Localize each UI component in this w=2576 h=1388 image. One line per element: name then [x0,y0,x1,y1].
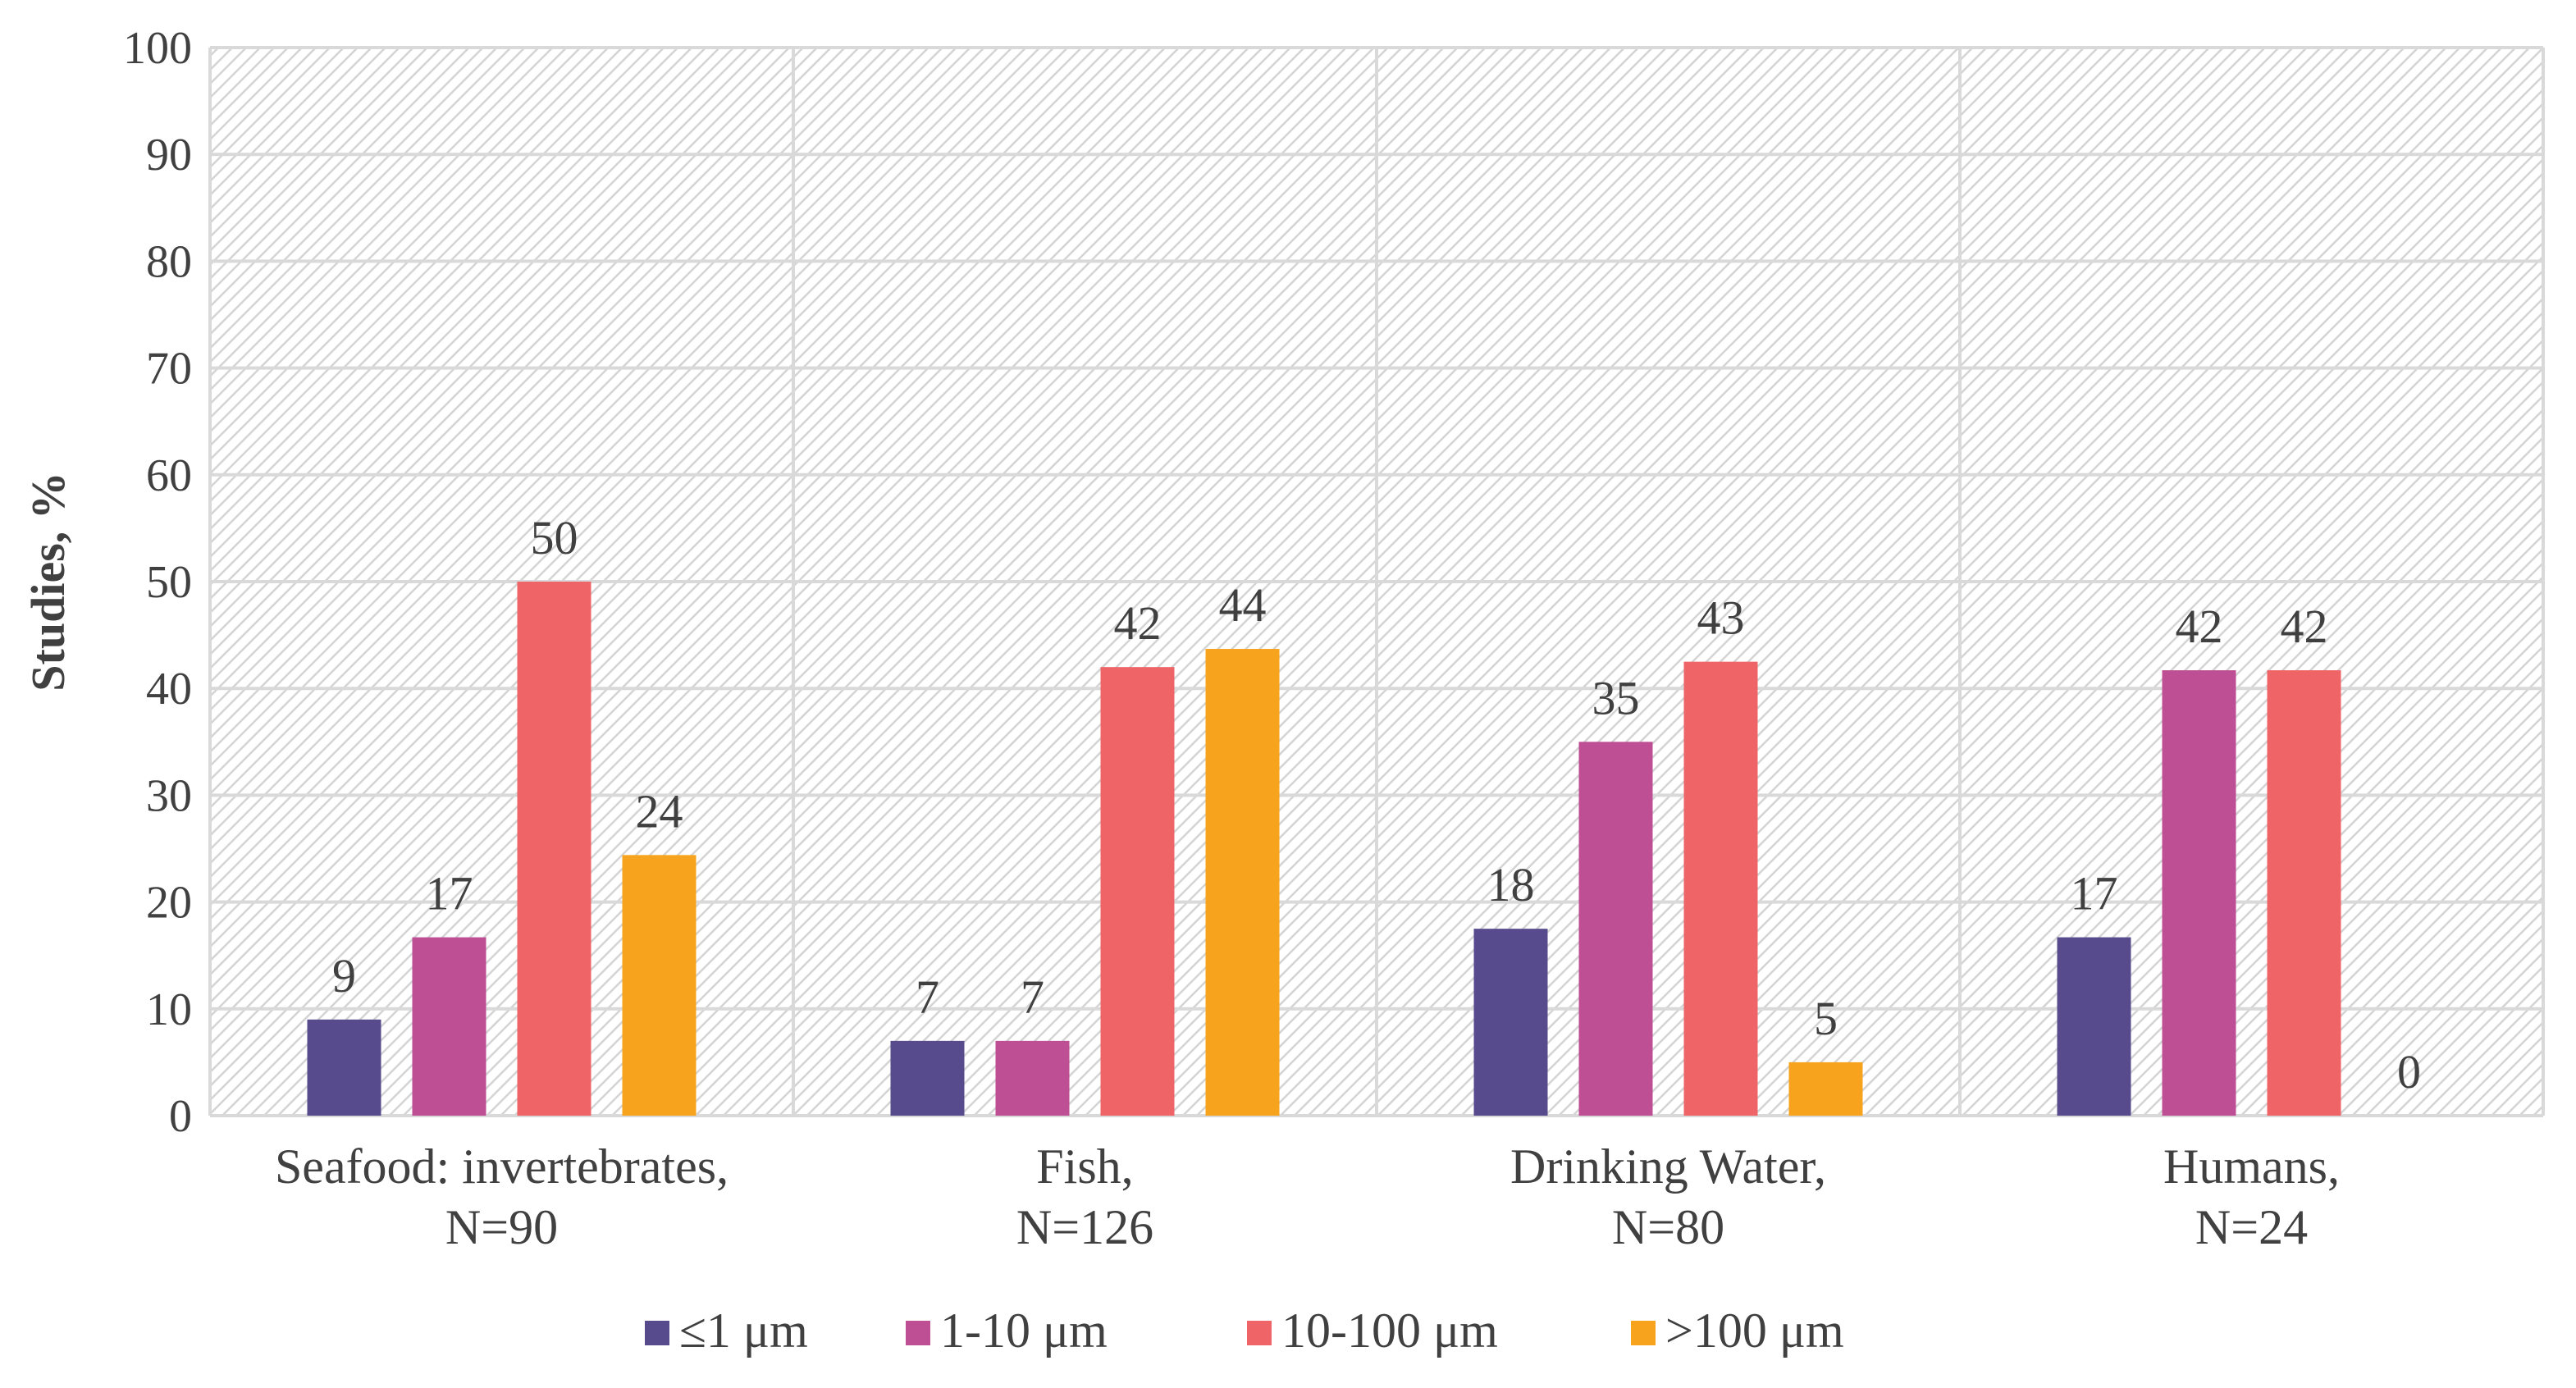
bar [1100,667,1175,1116]
bar [622,855,697,1116]
data-label: 5 [1814,992,1838,1045]
x-category-label: N=90 [445,1200,558,1254]
legend-swatch [645,1321,669,1345]
gridlines [208,46,2545,1117]
data-label: 50 [531,511,578,564]
bar [307,1019,381,1116]
legend-label: ≤1 μm [679,1304,808,1358]
bar [517,582,591,1116]
legend-swatch [1247,1321,1272,1345]
y-tick-label: 90 [146,130,192,180]
y-tick-label: 80 [146,236,192,287]
x-category-label: N=80 [1612,1200,1724,1254]
data-label: 42 [2281,600,2328,653]
x-axis-categories: Seafood: invertebrates, N=90 Fish, N=126 Dri… [275,1139,2340,1254]
bars [307,582,2341,1116]
data-label: 18 [1487,858,1535,911]
bar [1473,929,1548,1116]
data-label: 35 [1592,671,1640,724]
y-tick-label: 40 [146,664,192,715]
data-label: 0 [2397,1045,2421,1098]
x-category-label: N=126 [1016,1200,1153,1254]
legend: ≤1 μm 1-10 μm 10-100 μm >100 μm [645,1304,1844,1358]
bar [1578,742,1653,1116]
data-label: 7 [1021,970,1044,1024]
legend-label: 10-100 μm [1281,1304,1498,1358]
data-label: 44 [1219,578,1267,632]
bar [2162,670,2236,1116]
y-axis-ticks: 0 10 20 30 40 50 60 70 80 90 100 [123,23,192,1142]
data-label: 42 [1114,596,1162,650]
bar [2267,670,2341,1116]
y-tick-label: 70 [146,344,192,395]
legend-swatch [1631,1321,1656,1345]
y-axis-title: Studies, % [21,472,75,692]
data-label: 24 [636,784,683,838]
y-tick-label: 0 [169,1091,192,1142]
y-tick-label: 100 [123,23,192,74]
y-tick-label: 20 [146,878,192,929]
bar [1788,1062,1863,1116]
bar [2057,937,2131,1116]
y-tick-label: 50 [146,557,192,608]
x-category-label: Humans, [2163,1139,2340,1194]
y-tick-label: 60 [146,450,192,501]
bar [1683,661,1758,1116]
data-label: 42 [2176,600,2223,653]
bar [1205,649,1280,1116]
data-label: 17 [2071,867,2118,920]
y-tick-label: 10 [146,984,192,1035]
legend-swatch [906,1321,930,1345]
bar [995,1040,1070,1116]
data-label: 9 [332,949,356,1002]
data-label: 43 [1697,591,1745,645]
bar [412,937,486,1116]
legend-label: >100 μm [1665,1304,1844,1358]
x-category-label: Seafood: invertebrates, [275,1139,728,1194]
data-label: 17 [426,867,473,920]
bar [890,1040,965,1116]
legend-label: 1-10 μm [940,1304,1108,1358]
data-label: 7 [916,970,939,1024]
x-category-label: Drinking Water, [1510,1139,1826,1194]
y-tick-label: 30 [146,770,192,821]
x-category-label: N=24 [2195,1200,2308,1254]
x-category-label: Fish, [1036,1139,1133,1194]
